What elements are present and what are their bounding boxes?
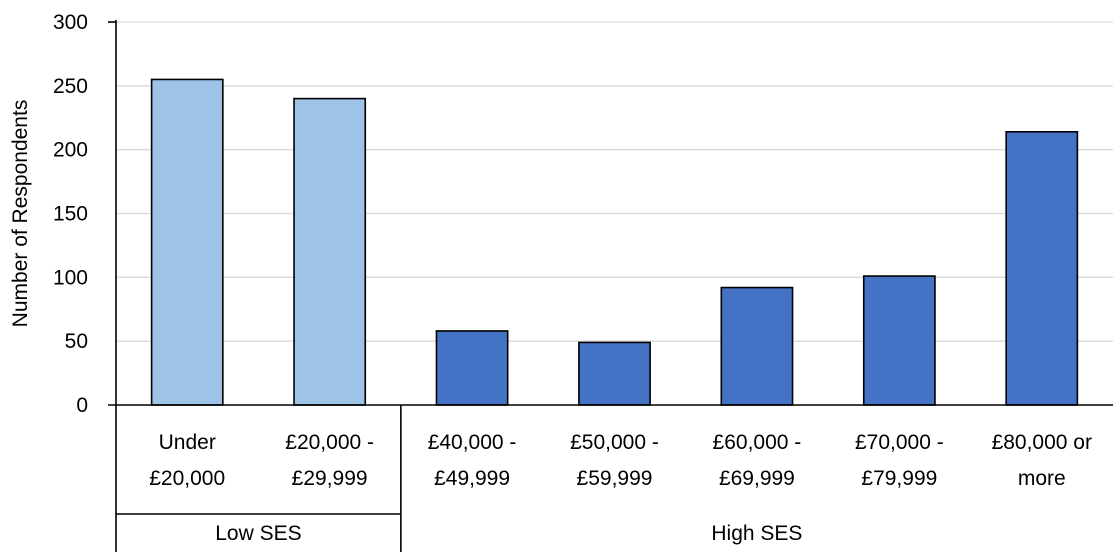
x-tick-label: £29,999 xyxy=(292,467,368,490)
y-tick-label: 0 xyxy=(76,394,88,417)
x-tick-label: £60,000 - xyxy=(713,431,802,454)
x-tick-label: £40,000 - xyxy=(428,431,517,454)
y-tick-label: 150 xyxy=(53,203,88,226)
x-tick-label: £69,999 xyxy=(719,467,795,490)
x-tick-label: more xyxy=(1018,467,1066,490)
category-labels: Under £20,000 £20,000 - £29,999 £40,000 - £49… xyxy=(149,431,1092,490)
group-label: Low SES xyxy=(215,522,301,545)
y-tick-label: 50 xyxy=(65,330,88,353)
x-tick-label: £79,999 xyxy=(861,467,937,490)
group-labels: Low SES High SES xyxy=(215,522,802,545)
y-tick-label: 300 xyxy=(53,11,88,34)
group-label: High SES xyxy=(711,522,802,545)
bar xyxy=(1005,130,1079,406)
bar xyxy=(293,97,367,406)
gridlines xyxy=(116,21,1113,342)
x-tick-label: £20,000 xyxy=(149,467,225,490)
x-tick-label: £80,000 or xyxy=(992,431,1092,454)
y-tick-label: 100 xyxy=(53,266,88,289)
bar xyxy=(578,341,651,406)
bar xyxy=(150,78,224,406)
y-tick-label: 200 xyxy=(53,139,88,162)
x-tick-label: £49,999 xyxy=(434,467,510,490)
x-tick-label: £59,999 xyxy=(577,467,653,490)
axes xyxy=(108,20,1113,552)
y-axis-label: Number of Respondents xyxy=(9,100,32,328)
y-tick-labels: 0 50 100 150 200 250 300 xyxy=(53,11,88,417)
x-tick-label: £20,000 - xyxy=(285,431,374,454)
bar xyxy=(720,286,794,406)
bar xyxy=(435,330,509,406)
x-tick-label: £70,000 - xyxy=(855,431,944,454)
x-tick-label: £50,000 - xyxy=(570,431,659,454)
y-tick-label: 250 xyxy=(53,75,88,98)
x-tick-label: Under xyxy=(159,431,216,454)
bars xyxy=(150,78,1079,406)
bar xyxy=(862,275,936,406)
